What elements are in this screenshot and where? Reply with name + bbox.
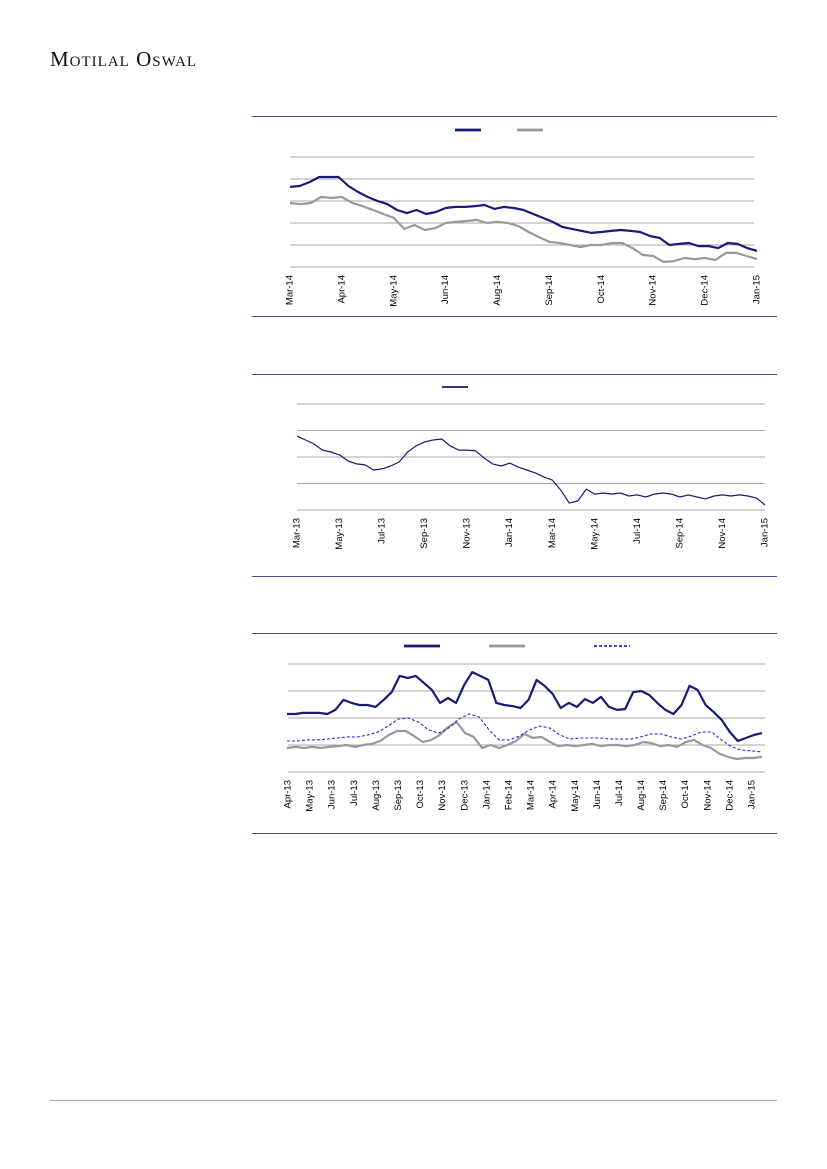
- x-tick-label: Dec-14: [724, 780, 735, 811]
- x-tick-label: Mar-13: [292, 518, 303, 548]
- x-tick-label: Nov-14: [717, 518, 728, 549]
- series-line: [296, 435, 766, 506]
- x-tick-label: Jan-15: [747, 780, 758, 809]
- x-tick-label: Oct-13: [415, 780, 426, 809]
- x-tick-label: Jun-13: [327, 780, 338, 809]
- x-tick-label: Feb-14: [503, 780, 514, 810]
- brand: Motilal Oswal: [50, 47, 197, 71]
- x-tick-label: Nov-13: [462, 518, 473, 549]
- x-tick-label: Aug-14: [492, 275, 503, 306]
- x-tick-label: Aug-13: [371, 780, 382, 811]
- x-tick-label: May-14: [570, 780, 581, 812]
- x-tick-label: Jul-13: [349, 780, 360, 806]
- x-tick-label: Apr-14: [336, 275, 347, 304]
- x-tick-label: Dec-13: [459, 780, 470, 811]
- x-tick-label: Nov-14: [648, 275, 659, 306]
- x-tick-label: Jul-14: [614, 780, 625, 806]
- x-tick-label: Jul-13: [377, 518, 388, 544]
- x-tick-label: Apr-14: [548, 780, 559, 809]
- x-tick-label: Sep-14: [658, 780, 669, 811]
- x-tick-label: Jun-14: [592, 780, 603, 809]
- x-tick-label: Jun-14: [440, 275, 451, 304]
- x-tick-label: Oct-14: [596, 275, 607, 304]
- x-tick-label: Mar-14: [285, 275, 296, 305]
- x-tick-label: May-14: [388, 275, 399, 307]
- series-line: [287, 671, 763, 743]
- x-tick-label: Sep-13: [393, 780, 404, 811]
- series-line: [286, 720, 763, 761]
- x-tick-label: Jan-14: [504, 518, 515, 547]
- x-tick-label: Oct-14: [680, 780, 691, 809]
- x-tick-label: Aug-14: [636, 780, 647, 811]
- x-tick-label: Jan-15: [760, 518, 771, 547]
- series-line: [289, 175, 758, 252]
- x-tick-label: May-13: [305, 780, 316, 812]
- x-tick-label: Mar-14: [547, 518, 558, 548]
- series-line: [289, 195, 758, 263]
- x-tick-label: Dec-14: [700, 275, 711, 306]
- x-tick-label: Nov-14: [702, 780, 713, 811]
- x-tick-label: Sep-14: [544, 275, 555, 306]
- x-tick-label: Sep-13: [419, 518, 430, 549]
- x-tick-label: Mar-14: [526, 780, 537, 810]
- x-tick-label: May-13: [334, 518, 345, 550]
- x-tick-label: Jan-14: [481, 780, 492, 809]
- x-tick-label: Jan-15: [752, 275, 763, 304]
- x-tick-label: Apr-13: [283, 780, 294, 809]
- x-tick-label: Jul-14: [632, 518, 643, 544]
- x-tick-label: May-14: [589, 518, 600, 550]
- rules: [252, 116, 777, 834]
- x-tick-label: Nov-13: [437, 780, 448, 811]
- x-tick-label: Sep-14: [674, 518, 685, 549]
